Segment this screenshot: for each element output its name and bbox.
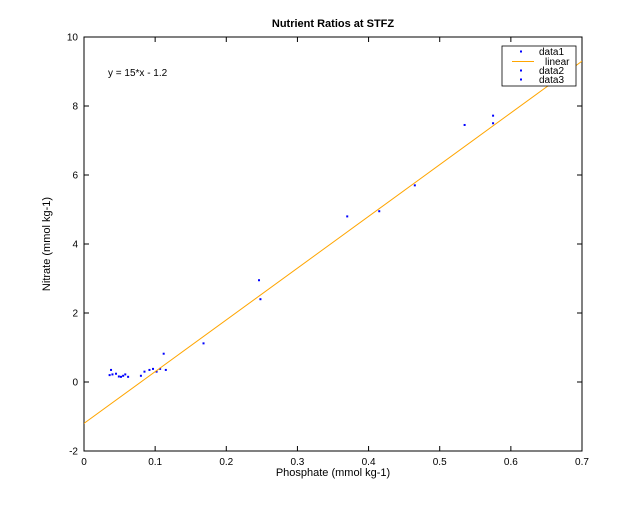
data-point-data1 [139,374,142,377]
legend-label-data2: data2 [539,66,564,77]
x-tick-label: 0.1 [148,457,162,468]
x-tick-label: 0.7 [575,457,589,468]
legend-marker-data2 [520,69,522,72]
chart-title: Nutrient Ratios at STFZ [272,18,395,30]
data-point-data1 [378,210,381,213]
x-tick-label: 0.4 [362,457,376,468]
data-point-data1 [159,367,162,370]
legend-label-linear: linear [545,57,570,68]
data-point-data1 [202,342,205,345]
x-tick-label: 0.2 [219,457,233,468]
data-point-data1 [108,374,111,377]
data-point-data1 [463,123,466,126]
x-axis: 0 0.1 0.2 0.3 0.4 0.5 0.6 0.7 [81,37,589,468]
fit-line-linear [84,60,582,424]
legend-label-data1: data1 [539,47,564,58]
data-point-data1 [115,372,118,375]
y-tick-label: 0 [72,378,78,389]
data-point-data1 [492,122,495,125]
data-point-data1 [164,368,167,371]
legend-marker-data3 [520,78,522,81]
legend-marker-data1 [520,50,522,53]
data-point-data1 [122,374,125,377]
y-tick-label: 6 [72,171,78,182]
data-point-data1 [492,114,495,117]
y-axis: -2 0 2 4 6 8 10 [67,33,582,458]
data-point-data1 [110,368,113,371]
data-point-data1 [119,375,122,378]
y-tick-label: 2 [72,309,78,320]
x-tick-label: 0.3 [290,457,304,468]
legend-label-data3: data3 [539,75,564,86]
data-point-data1 [413,184,416,187]
y-tick-label: -2 [69,447,78,458]
legend-box [501,45,577,87]
legend: data1 linear data2 data3 [501,45,577,87]
data-point-data1 [152,367,155,370]
plot-area [83,36,583,452]
x-tick-label: 0.6 [504,457,518,468]
y-tick-label: 8 [72,102,78,113]
x-axis-label: Phosphate (mmol kg-1) [276,467,390,479]
x-tick-label: 0 [81,457,87,468]
equation-annotation: y = 15*x - 1.2 [108,68,168,79]
data-point-data1 [111,373,114,376]
y-tick-label: 10 [67,33,79,44]
data-point-data1 [155,370,158,373]
data-point-data1 [127,375,130,378]
data-point-data1 [346,215,349,218]
data-point-data1 [258,279,261,282]
data-point-data1 [162,352,165,355]
y-axis-label: Nitrate (mmol kg-1) [41,197,53,291]
data-point-data1 [148,368,151,371]
data-point-data1 [143,370,146,373]
data-point-data1 [259,298,262,301]
data-point-data1 [124,373,127,376]
data-point-data1 [117,375,120,378]
x-tick-label: 0.5 [433,457,447,468]
y-tick-label: 4 [72,240,78,251]
